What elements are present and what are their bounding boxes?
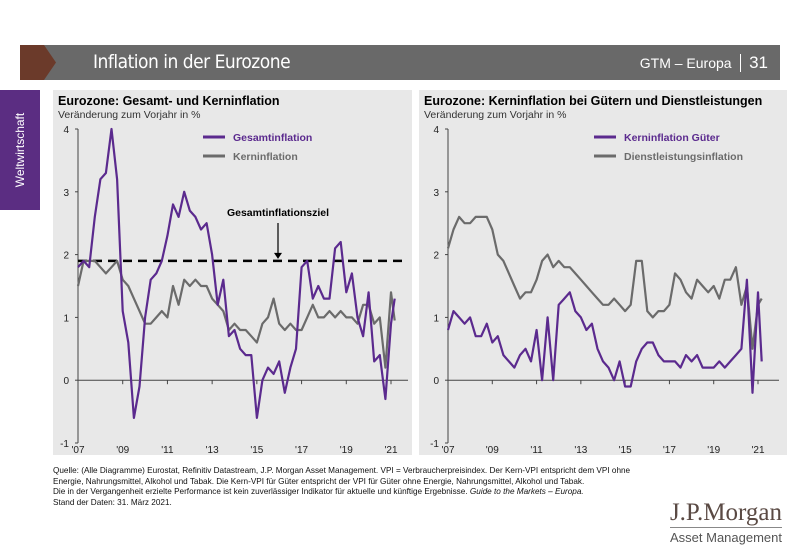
divider	[739, 54, 742, 72]
x-tick-label: '09	[486, 445, 499, 455]
legend-label: Kerninflation Güter	[624, 132, 720, 144]
x-tick-label: '13	[206, 445, 219, 455]
section-tab-label: Weltwirtschaft	[13, 112, 27, 188]
y-tick-label: 3	[63, 188, 69, 199]
series-line-dienstleistungsinflation	[446, 215, 763, 350]
y-tick-label: 0	[433, 376, 439, 387]
x-tick-label: '11	[530, 445, 543, 455]
series-label: GTM – Europa	[639, 55, 732, 71]
x-tick-label: '11	[161, 445, 174, 455]
page-number: 31	[749, 53, 768, 72]
y-tick-label: 2	[433, 251, 439, 262]
y-tick-label: 3	[433, 188, 439, 199]
y-tick-label: 0	[63, 376, 69, 387]
legend-label: Kerninflation	[233, 151, 298, 163]
series-line-kerninflation-güter	[446, 278, 763, 394]
x-tick-label: '07	[441, 445, 454, 455]
legend-label: Dienstleistungsinflation	[624, 151, 743, 163]
chart-title: Eurozone: Gesamt- und Kerninflation	[58, 94, 280, 108]
header-meta: GTM – Europa 31	[640, 53, 768, 73]
x-tick-label: '17	[663, 445, 676, 455]
jpmorgan-logo: J.P.Morgan Asset Management	[669, 499, 782, 545]
x-tick-label: '19	[340, 445, 353, 455]
y-tick-label: -1	[60, 439, 69, 450]
disclaimer: Die in der Vergangenheit erzielte Perfor…	[53, 487, 468, 496]
line-chart: 4 3 2 1 0 -1'07 '09 '11 '13 '15 '17 '19 '21 Kerninfla…	[430, 125, 779, 455]
y-tick-label: 2	[63, 251, 69, 262]
x-tick-label: '19	[707, 445, 720, 455]
y-tick-label: 4	[433, 125, 439, 136]
x-tick-label: '13	[574, 445, 587, 455]
header-bar	[44, 45, 780, 80]
series-line-gesamtinflation	[77, 127, 396, 419]
y-tick-label: 1	[63, 313, 69, 324]
target-arrowhead	[274, 252, 282, 259]
chart-subtitle: Veränderung zum Vorjahr in %	[424, 109, 567, 121]
page-title: Inflation in der Eurozone	[93, 51, 291, 73]
section-tab[interactable]: Weltwirtschaft	[0, 90, 40, 210]
x-tick-label: '15	[250, 445, 263, 455]
x-tick-label: '21	[751, 445, 764, 455]
chart-title: Eurozone: Kerninflation bei Gütern und D…	[424, 94, 763, 108]
y-tick-label: 1	[433, 313, 439, 324]
series-line-kerninflation	[76, 259, 396, 369]
x-tick-label: '15	[619, 445, 632, 455]
chart-panel-headline-core: Eurozone: Gesamt- und Kerninflation Verä…	[53, 90, 412, 455]
x-tick-label: '21	[384, 445, 397, 455]
data-date: Stand der Daten: 31. März 2021.	[53, 497, 172, 507]
x-tick-label: '09	[116, 445, 129, 455]
line-chart: 4 3 2 1 0 -1'07 '09 '11 '13 '15 '17 '19 '21 Gesamtinf…	[60, 125, 408, 455]
logo-tagline: Asset Management	[669, 530, 782, 545]
y-tick-label: -1	[430, 439, 439, 450]
x-tick-label: '07	[71, 445, 84, 455]
logo-name: J.P.Morgan	[669, 499, 782, 528]
y-tick-label: 4	[63, 125, 69, 136]
source-note: Quelle: (Alle Diagramme) Eurostat, Refin…	[53, 466, 631, 486]
chart-subtitle: Veränderung zum Vorjahr in %	[58, 109, 201, 121]
legend-label: Gesamtinflation	[233, 132, 312, 144]
footnote: Quelle: (Alle Diagramme) Eurostat, Refin…	[53, 466, 653, 508]
guide-note: Guide to the Markets – Europa.	[469, 487, 584, 496]
chart-panel-goods-services: Eurozone: Kerninflation bei Gütern und D…	[419, 90, 787, 455]
target-label: Gesamtinflationsziel	[227, 207, 329, 219]
x-tick-label: '17	[295, 445, 308, 455]
